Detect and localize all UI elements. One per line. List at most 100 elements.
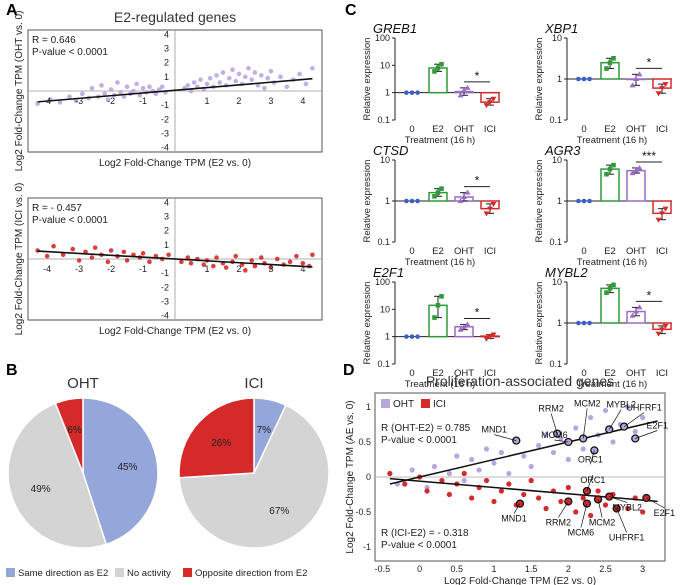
- significance-marker: *: [475, 69, 480, 83]
- chart-title: E2-regulated genes: [114, 9, 236, 25]
- data-point: [629, 312, 636, 318]
- data-point: [439, 293, 444, 299]
- x-tick-label: -1: [139, 96, 147, 106]
- legend-swatch-ici: [421, 399, 430, 408]
- y-tick-label: 0.1: [549, 115, 562, 125]
- ici-point: [595, 488, 601, 494]
- pie-slice-label: 49%: [31, 484, 51, 495]
- data-point: [51, 243, 56, 249]
- data-point: [655, 217, 662, 223]
- data-point: [185, 255, 191, 260]
- data-point: [258, 255, 264, 260]
- y-tick-label: 100: [375, 277, 390, 287]
- y-tick-label: 2: [164, 58, 169, 68]
- x-tick-label: 3: [268, 264, 273, 274]
- ici-gene-label: UHFRF1: [609, 533, 645, 543]
- legend-label: Opposite direction from E2: [195, 568, 307, 579]
- data-point: [633, 167, 639, 173]
- label-leader: [590, 450, 595, 465]
- oht-stat-annotation: R (OHT-E2) = 0.785: [381, 423, 471, 434]
- x-axis-label: Log2 Fold-Change TPM (E2 vs. 0): [99, 326, 251, 337]
- data-point: [73, 98, 79, 104]
- significance-marker: *: [647, 288, 652, 302]
- y-axis-label: Log2 Fold-Change TPM (OHT vs. 0): [14, 11, 25, 172]
- ici-point: [424, 488, 430, 494]
- y-tick-label: 10: [380, 155, 390, 165]
- data-point: [464, 189, 471, 195]
- data-point: [207, 75, 213, 81]
- oht-point: [558, 435, 564, 442]
- oht-point: [483, 446, 490, 452]
- data-point: [214, 255, 219, 260]
- data-point: [268, 265, 274, 270]
- data-point: [633, 76, 639, 81]
- ici-point: [521, 491, 527, 498]
- pie-slice: [178, 397, 255, 479]
- label-leader: [608, 409, 622, 430]
- data-point: [483, 103, 490, 109]
- oht-gene-label: UHFRF1: [626, 403, 662, 413]
- y-axis-label: Relative expression: [362, 160, 373, 243]
- data-point: [287, 259, 293, 265]
- ici-point: [528, 477, 534, 484]
- y-tick-label: 0.1: [549, 237, 562, 247]
- x-tick-label: 1: [204, 264, 209, 274]
- legend-swatch: [115, 568, 124, 577]
- y-axis-label: Log2 Fold-Change TPM (AE vs. 0): [345, 400, 356, 553]
- oht-point: [565, 456, 571, 463]
- x-tick-label: E2: [432, 368, 444, 379]
- x-axis-label: Treatment (16 h): [577, 135, 647, 146]
- data-point: [140, 85, 146, 91]
- data-point: [204, 81, 210, 87]
- ici-point: [640, 509, 646, 515]
- data-point: [60, 252, 66, 258]
- data-point: [439, 186, 444, 191]
- data-point: [105, 97, 111, 102]
- y-tick-label: 1: [164, 72, 169, 82]
- x-tick-label: OHT: [626, 246, 646, 257]
- ici-gene-label: RRM2: [546, 518, 572, 528]
- data-point: [191, 80, 197, 85]
- data-point: [105, 259, 111, 265]
- x-axis-label: Log2 Fold-Change TPM (E2 vs. 0): [99, 158, 251, 169]
- data-point: [629, 82, 636, 88]
- data-point: [581, 320, 587, 326]
- data-point: [662, 82, 669, 88]
- y-tick-label: -4: [161, 143, 169, 153]
- oht-point: [446, 470, 452, 477]
- data-point: [310, 66, 315, 71]
- legend-label: No activity: [127, 568, 171, 579]
- data-point: [230, 67, 235, 73]
- data-point: [80, 91, 85, 97]
- data-point: [252, 70, 258, 75]
- oht-point: [506, 470, 512, 477]
- data-point: [483, 211, 490, 217]
- x-tick-label: -3: [75, 264, 83, 274]
- data-point: [487, 206, 493, 212]
- data-point: [587, 76, 592, 82]
- x-tick-label: E2: [432, 124, 444, 135]
- data-point: [124, 258, 130, 263]
- data-point: [121, 249, 127, 255]
- y-tick-label: 0: [366, 472, 371, 482]
- x-tick-label: E2: [604, 368, 616, 379]
- oht-point: [409, 467, 415, 473]
- data-point: [297, 71, 302, 77]
- oht-point: [588, 414, 594, 421]
- x-tick-label: 0: [417, 564, 422, 574]
- y-tick-label: 1: [557, 318, 562, 328]
- data-point: [439, 61, 444, 67]
- oht-point: [632, 428, 638, 435]
- x-tick-label: ICI: [656, 124, 668, 135]
- pie-slice: [178, 404, 330, 549]
- y-tick-label: -3: [161, 129, 169, 139]
- data-point: [243, 268, 248, 273]
- data-point: [249, 258, 254, 263]
- x-tick-label: 1: [204, 96, 209, 106]
- oht-point: [431, 463, 438, 470]
- y-axis-label: Relative expression: [362, 38, 373, 121]
- data-point: [108, 87, 114, 92]
- oht-point: [491, 460, 497, 466]
- data-point: [461, 87, 467, 93]
